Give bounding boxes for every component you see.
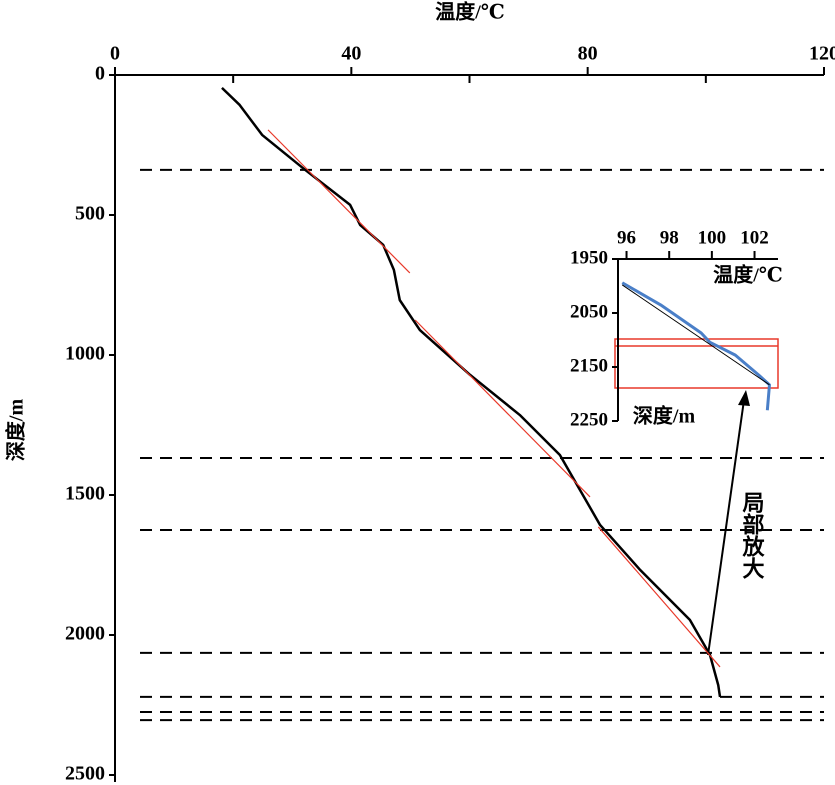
data-line [621, 284, 770, 386]
x-tick-label: 100 [698, 227, 727, 248]
inset-x-axis-title: 温度/℃ [713, 263, 783, 287]
arrow-head [738, 390, 750, 406]
data-line [267, 129, 411, 274]
y-tick-label: 1500 [65, 483, 105, 505]
x-tick-label: 40 [341, 43, 361, 65]
data-line [597, 526, 721, 668]
y-tick-label: 2250 [570, 409, 608, 430]
x-tick-label: 120 [809, 43, 835, 65]
inset-y-axis-title: 深度/m [633, 404, 696, 428]
x-tick-label: 98 [660, 227, 679, 248]
y-tick-label: 1000 [65, 343, 105, 365]
x-tick-label: 0 [110, 43, 120, 65]
y-tick-label: 2000 [65, 623, 105, 645]
annotation: 局部放大 [740, 491, 766, 580]
data-line [414, 319, 591, 498]
y-axis-title: 深度/m [4, 399, 28, 462]
y-tick-label: 2500 [65, 763, 105, 785]
y-tick-label: 2150 [570, 355, 608, 376]
arrow [707, 399, 745, 656]
x-tick-label: 80 [578, 43, 598, 65]
y-tick-label: 0 [95, 63, 105, 85]
x-tick-label: 96 [617, 227, 636, 248]
y-tick-label: 500 [75, 203, 105, 225]
y-tick-label: 2050 [570, 301, 608, 322]
y-tick-label: 1950 [570, 247, 608, 268]
x-axis-title: 温度/℃ [435, 0, 505, 24]
zoom-box [614, 338, 779, 389]
x-tick-label: 102 [740, 227, 769, 248]
